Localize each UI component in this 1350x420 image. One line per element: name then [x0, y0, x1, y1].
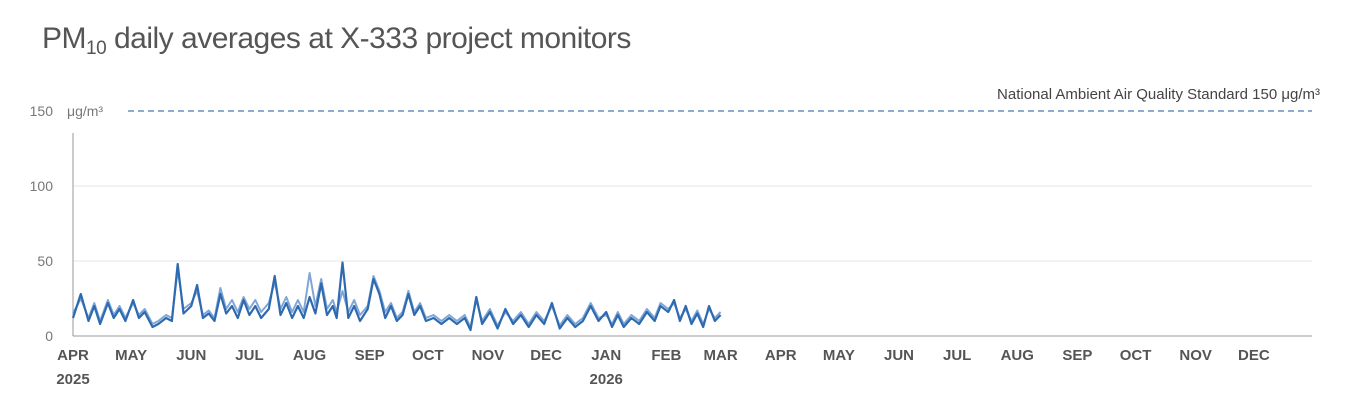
chart-title: PM10 daily averages at X-333 project mon…: [42, 22, 631, 60]
x-tick-label-6: OCT: [412, 347, 444, 364]
title-prefix: PM: [42, 22, 87, 55]
x-tick-label-1: MAY: [115, 347, 147, 364]
y-tick-label-150: 150: [30, 103, 54, 119]
x-tick-label-15: JUL: [943, 347, 971, 364]
x-tick-labels: APR 2025 MAY JUN JUL AUG SEP OCT NOV DEC JAN 2026 FE…: [56, 347, 1270, 388]
series-line-1: [71, 261, 722, 332]
x-year-label-2026: 2026: [590, 371, 623, 388]
x-tick-label-19: NOV: [1179, 347, 1212, 364]
y-unit-label: μg/m³: [67, 103, 103, 119]
x-tick-label-18: OCT: [1120, 347, 1152, 364]
title-subscript: 10: [86, 38, 107, 59]
title-suffix: daily averages at X-333 project monitors: [106, 22, 631, 55]
x-tick-label-10: FEB: [651, 347, 681, 364]
x-tick-label-5: SEP: [355, 347, 385, 364]
x-tick-label-13: MAY: [823, 347, 855, 364]
y-tick-label-100: 100: [30, 178, 54, 194]
x-tick-label-2: JUN: [176, 347, 206, 364]
y-tick-labels: 0 50 100 150: [30, 103, 54, 344]
x-tick-label-4: AUG: [293, 347, 326, 364]
x-tick-label-20: DEC: [1238, 347, 1270, 364]
x-tick-label-7: NOV: [472, 347, 505, 364]
x-tick-label-12: APR: [765, 347, 797, 364]
x-tick-label-0: APR: [57, 347, 89, 364]
reference-line-label: National Ambient Air Quality Standard 15…: [997, 86, 1320, 103]
reference-line-group: μg/m³ National Ambient Air Quality Stand…: [67, 86, 1320, 119]
x-tick-label-9: JAN: [591, 347, 621, 364]
x-tick-label-3: JUL: [235, 347, 263, 364]
x-tick-label-8: DEC: [530, 347, 562, 364]
x-tick-label-17: SEP: [1062, 347, 1092, 364]
y-tick-label-0: 0: [45, 328, 53, 344]
y-tick-label-50: 50: [37, 253, 53, 269]
x-year-label-2025: 2025: [56, 371, 89, 388]
x-tick-label-11: MAR: [704, 347, 738, 364]
x-tick-label-16: AUG: [1001, 347, 1034, 364]
series-lines: [71, 261, 722, 332]
axes: [72, 133, 1312, 337]
x-tick-label-14: JUN: [884, 347, 914, 364]
grid-lines: [73, 185, 1312, 262]
